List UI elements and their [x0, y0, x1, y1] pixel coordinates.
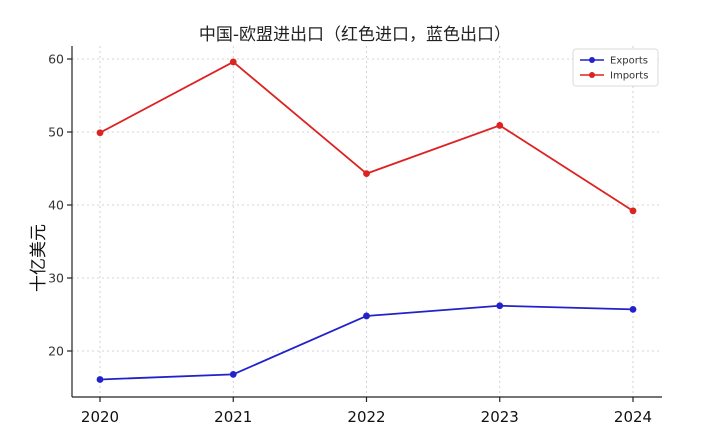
imports-point	[229, 58, 237, 66]
y-tick-label: 40	[48, 198, 64, 213]
y-tick-label: 60	[48, 52, 64, 67]
x-tick-label: 2024	[614, 408, 652, 426]
legend: Exports Imports	[572, 48, 659, 87]
y-tick-label: 30	[48, 271, 64, 286]
x-tick-labels: 2020 2021 2022 2023 2024	[81, 408, 652, 426]
imports-point	[363, 170, 370, 178]
legend-marker-imports	[589, 72, 595, 78]
series-lines	[96, 58, 637, 383]
exports-point	[96, 376, 104, 383]
imports-point	[496, 122, 504, 129]
x-tick-label: 2021	[214, 408, 252, 426]
legend-label-imports: Imports	[610, 71, 648, 82]
exports-point	[629, 305, 637, 313]
axes	[67, 46, 662, 402]
y-tick-label: 20	[48, 344, 64, 359]
imports-point	[96, 129, 104, 137]
y-tick-labels: 20 30 40 50 60	[48, 52, 64, 359]
y-axis-label: 十亿美元	[29, 224, 49, 292]
x-tick-label: 2022	[347, 408, 385, 426]
x-tick-label: 2023	[481, 408, 519, 426]
exports-point	[363, 312, 370, 320]
exports-point	[496, 302, 504, 310]
legend-marker-exports	[589, 57, 595, 63]
chart-title: 中国-欧盟进出口（红色进口，蓝色出口）	[199, 25, 511, 45]
legend-label-exports: Exports	[610, 56, 648, 67]
grid-lines	[72, 46, 662, 397]
y-tick-label: 50	[48, 125, 64, 140]
imports-point	[629, 207, 637, 215]
exports-point	[229, 370, 237, 378]
x-tick-label: 2020	[81, 408, 119, 426]
